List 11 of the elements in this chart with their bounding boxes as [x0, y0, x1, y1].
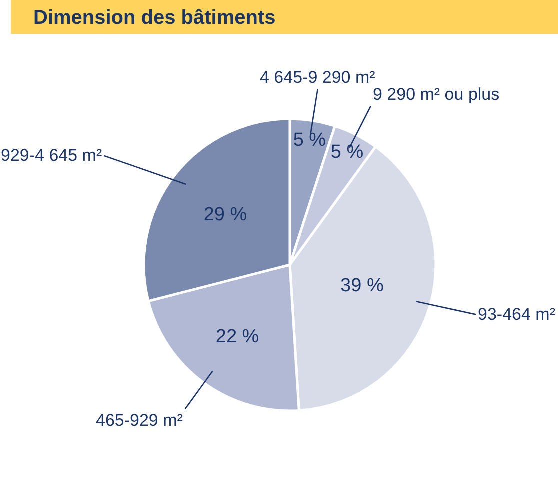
slice-label: 4 645-9 290 m²: [260, 68, 376, 87]
data-label: 22 %: [216, 326, 260, 348]
data-label: 5 %: [293, 130, 326, 151]
data-label: 5 %: [330, 142, 364, 164]
data-label: 39 %: [340, 275, 384, 296]
slice-label: 9 290 m² ou plus: [373, 85, 500, 104]
chart-title: Dimension des bâtiments: [33, 7, 276, 29]
slice-label: 93-464 m²: [478, 305, 556, 324]
slice-label: 465-929 m²: [96, 411, 184, 430]
data-label: 29 %: [204, 204, 248, 226]
slice-label: 929-4 645 m²: [1, 146, 102, 165]
